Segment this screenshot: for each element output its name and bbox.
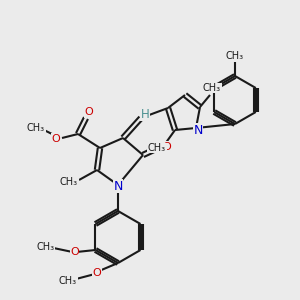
Text: O: O xyxy=(163,142,171,152)
Text: CH₃: CH₃ xyxy=(60,177,78,187)
Text: O: O xyxy=(70,247,79,257)
Text: CH₃: CH₃ xyxy=(36,242,55,252)
Text: CH₃: CH₃ xyxy=(226,51,244,61)
Text: CH₃: CH₃ xyxy=(27,123,45,133)
Text: N: N xyxy=(113,179,123,193)
Text: H: H xyxy=(141,107,149,121)
Text: CH₃: CH₃ xyxy=(59,276,77,286)
Text: O: O xyxy=(85,107,93,117)
Text: CH₃: CH₃ xyxy=(148,143,166,153)
Text: O: O xyxy=(52,134,60,144)
Text: CH₃: CH₃ xyxy=(203,83,221,93)
Text: N: N xyxy=(193,124,203,136)
Text: O: O xyxy=(93,268,101,278)
